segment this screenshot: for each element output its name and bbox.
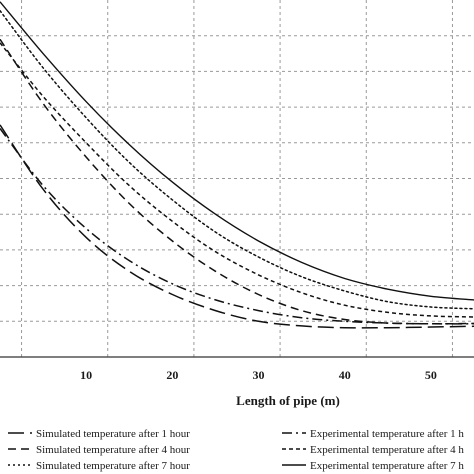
x-tick-label: 40 (339, 368, 351, 382)
legend-label-1: Simulated temperature after 1 hour (36, 428, 190, 440)
legend-label-2: Simulated temperature after 4 hour (36, 444, 190, 456)
x-tick-labels: 10 20 30 40 50 (80, 368, 437, 382)
x-tick-label: 30 (253, 368, 265, 382)
legend: Simulated temperature after 1 hour Simula… (8, 428, 464, 472)
legend-label-4: Experimental temperature after 1 h (310, 428, 464, 440)
legend-label-3: Simulated temperature after 7 hour (36, 460, 190, 472)
legend-label-6: Experimental temperature after 7 h (310, 460, 464, 472)
series-lines (0, 1, 474, 329)
series-line-4 (0, 128, 474, 325)
x-tick-label: 50 (425, 368, 437, 382)
x-tick-label: 20 (166, 368, 178, 382)
series-line-6 (0, 1, 474, 301)
series-line-3 (0, 9, 474, 310)
x-tick-label: 10 (80, 368, 92, 382)
series-line-1 (0, 124, 474, 329)
grid-lines (0, 0, 474, 357)
series-line-5 (0, 42, 474, 318)
legend-label-5: Experimental temperature after 4 h (310, 444, 464, 456)
series-line-2 (0, 38, 474, 325)
x-axis-title: Length of pipe (m) (236, 393, 340, 408)
